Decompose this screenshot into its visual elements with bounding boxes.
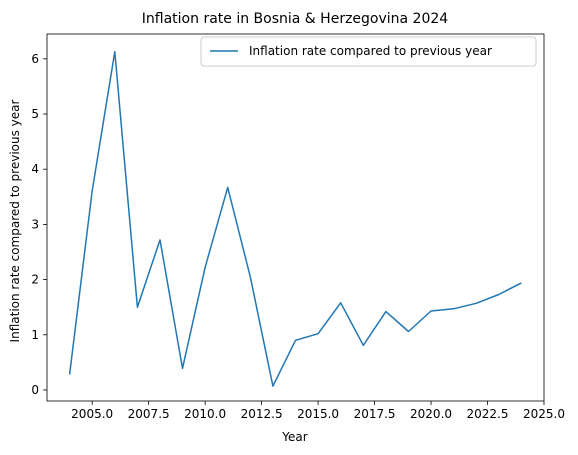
x-tick-label: 2005.0 [71,407,113,421]
y-axis-title: Inflation rate compared to previous year [8,99,22,342]
x-tick-label: 2012.5 [241,407,283,421]
series-lines [68,50,522,387]
y-axis: 0 1 2 3 4 5 6 [31,52,47,397]
legend-box [200,36,537,67]
x-tick-label: 2017.5 [354,407,396,421]
legend-label: Inflation rate compared to previous year [249,44,492,58]
x-tick-label: 2022.5 [467,407,509,421]
y-tick-label: 2 [31,273,39,287]
y-tick-label: 4 [31,162,39,176]
x-tick-label: 2015.0 [297,407,339,421]
y-tick-label: 6 [31,52,39,66]
x-tick-label: 2007.5 [128,407,170,421]
x-axis-title: Year [281,430,307,444]
x-tick-label: 2010.0 [184,407,226,421]
x-tick-label: 2025.0 [523,407,565,421]
series-line [68,50,522,387]
y-tick-label: 0 [31,383,39,397]
x-tick-label: 2020.0 [410,407,452,421]
y-tick-label: 1 [31,328,39,342]
chart-title: Inflation rate in Bosnia & Herzegovina 2… [142,11,449,27]
plot-area: 2005.0 2007.5 2010.0 2012.5 2015.0 2017.5 2020… [31,33,565,421]
x-axis: 2005.0 2007.5 2010.0 2012.5 2015.0 2017.5 2020… [71,401,565,421]
y-tick-label: 5 [31,107,39,121]
y-tick-label: 3 [31,217,39,231]
plot-frame [46,33,545,402]
legend: Inflation rate compared to previous year [200,36,537,67]
